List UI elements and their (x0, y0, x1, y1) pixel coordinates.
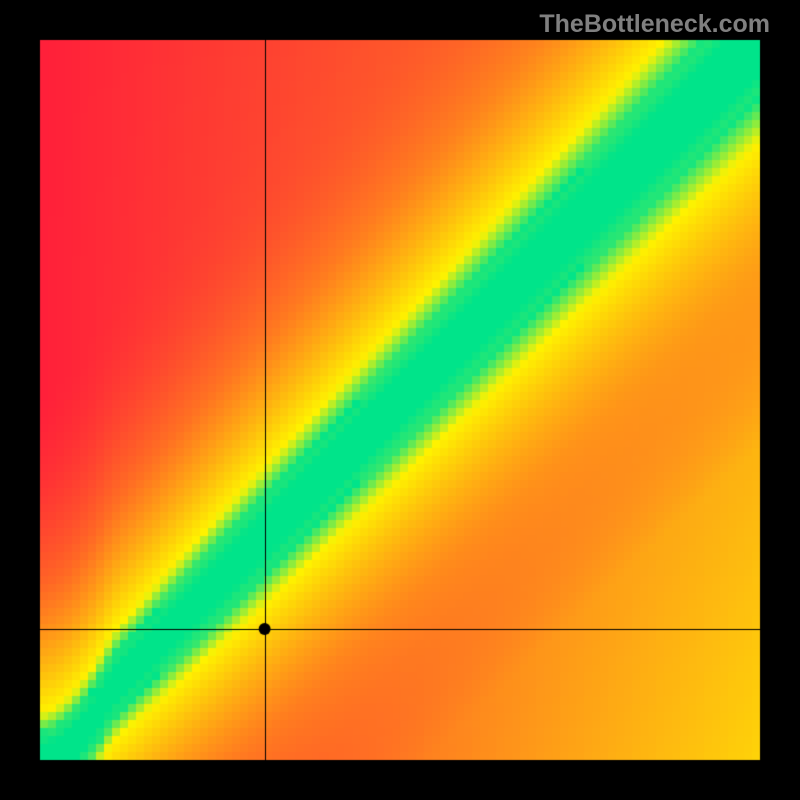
watermark-label: TheBottleneck.com (539, 10, 770, 39)
bottleneck-heatmap-canvas (0, 0, 800, 800)
